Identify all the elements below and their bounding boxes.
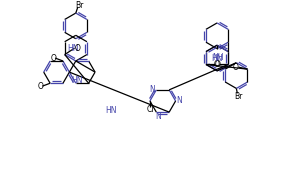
Text: O: O: [233, 63, 239, 72]
Text: N: N: [177, 96, 182, 106]
Text: O: O: [75, 44, 80, 53]
Text: N: N: [149, 85, 155, 94]
Text: O: O: [37, 82, 43, 91]
Text: Cl: Cl: [146, 105, 154, 114]
Text: Br: Br: [234, 92, 243, 101]
Text: N: N: [155, 112, 161, 120]
Text: O: O: [50, 54, 56, 63]
Text: NH: NH: [212, 53, 224, 62]
Text: HN: HN: [211, 54, 222, 63]
Text: HN: HN: [71, 76, 83, 84]
Text: HN: HN: [106, 106, 117, 115]
Text: Br: Br: [76, 1, 84, 10]
Text: O: O: [215, 60, 221, 69]
Text: HN: HN: [68, 44, 79, 53]
Text: O: O: [213, 60, 219, 69]
